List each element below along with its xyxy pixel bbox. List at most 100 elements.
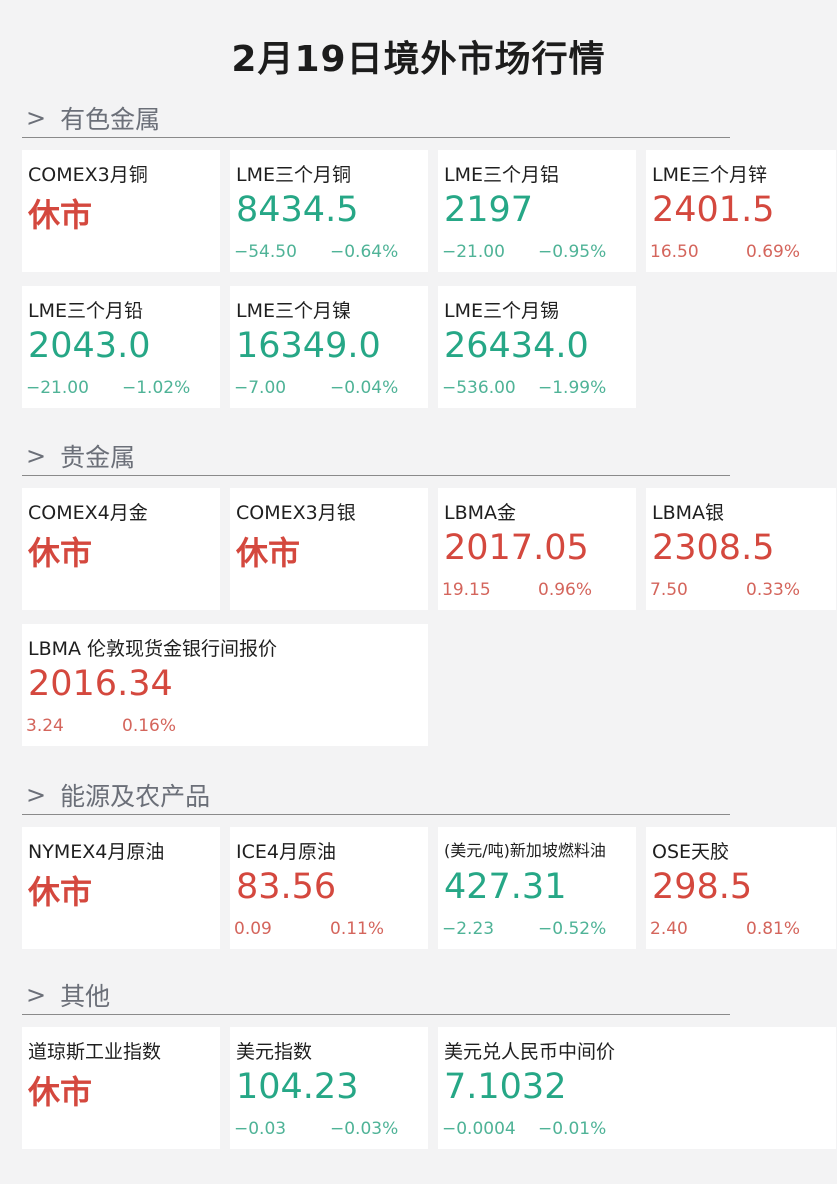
quote-change: −536.00 (442, 378, 516, 398)
quote-price: 2308.5 (652, 528, 775, 568)
quote-price: 2197 (444, 190, 534, 230)
quote-change: 16.50 (650, 242, 699, 262)
quote-card[interactable]: 美元指数 104.23 −0.03 −0.03% (230, 1027, 428, 1149)
chevron-right-icon: > (26, 104, 47, 132)
quote-price: 2401.5 (652, 190, 775, 230)
quote-change: 3.24 (26, 716, 64, 736)
section-title: 有色金属 (60, 105, 161, 134)
quote-price: 休市 (236, 534, 301, 572)
quote-card[interactable]: 美元兑人民币中间价 7.1032 −0.0004 −0.01% (438, 1027, 836, 1149)
quote-price: 休市 (28, 1073, 93, 1111)
quote-price: 104.23 (236, 1067, 359, 1107)
quote-card[interactable]: ICE4月原油 83.56 0.09 0.11% (230, 827, 428, 949)
quote-name: 美元指数 (236, 1041, 313, 1063)
quote-price: 26434.0 (444, 326, 589, 366)
quote-change: 7.50 (650, 580, 688, 600)
quote-name: 道琼斯工业指数 (28, 1041, 162, 1063)
quote-card[interactable]: LME三个月铜 8434.5 −54.50 −0.64% (230, 150, 428, 272)
quote-card[interactable]: LME三个月铅 2043.0 −21.00 −1.02% (22, 286, 220, 408)
quote-name: LME三个月锌 (652, 164, 767, 186)
divider (22, 137, 730, 138)
quote-card[interactable]: COMEX3月银 休市 (230, 488, 428, 610)
quote-name: LME三个月铜 (236, 164, 351, 186)
divider (22, 1014, 730, 1015)
quote-change-percent: −0.64% (330, 242, 399, 262)
quote-change-percent: 0.96% (538, 580, 593, 600)
quote-card[interactable]: LME三个月锡 26434.0 −536.00 −1.99% (438, 286, 636, 408)
quote-card[interactable]: LME三个月铝 2197 −21.00 −0.95% (438, 150, 636, 272)
quote-card[interactable]: OSE天胶 298.5 2.40 0.81% (646, 827, 836, 949)
section-header[interactable]: > 贵金属 (22, 436, 832, 476)
quote-name: ICE4月原油 (236, 841, 336, 863)
quote-name: LME三个月铅 (28, 300, 143, 322)
quote-change: −54.50 (234, 242, 297, 262)
quote-price: 427.31 (444, 867, 567, 907)
quote-name: 美元兑人民币中间价 (444, 1041, 616, 1063)
section-title: 其他 (60, 982, 111, 1011)
section-title: 贵金属 (60, 443, 136, 472)
quote-change: −0.0004 (442, 1119, 516, 1139)
quote-card[interactable]: (美元/吨)新加坡燃料油 427.31 −2.23 −0.52% (438, 827, 636, 949)
quote-card[interactable]: 道琼斯工业指数 休市 (22, 1027, 220, 1149)
quote-name: LME三个月锡 (444, 300, 559, 322)
quote-change: −21.00 (442, 242, 505, 262)
quote-name: OSE天胶 (652, 841, 730, 863)
divider (22, 814, 730, 815)
quote-change-percent: −0.01% (538, 1119, 607, 1139)
quote-change: −21.00 (26, 378, 89, 398)
quote-card[interactable]: LBMA金 2017.05 19.15 0.96% (438, 488, 636, 610)
quote-price: 83.56 (236, 867, 337, 907)
quote-change-percent: −0.04% (330, 378, 399, 398)
quote-price: 2017.05 (444, 528, 589, 568)
quote-change-percent: 0.81% (746, 919, 801, 939)
quote-change: −0.03 (234, 1119, 287, 1139)
quote-price: 298.5 (652, 867, 753, 907)
quote-card[interactable]: COMEX4月金 休市 (22, 488, 220, 610)
chevron-right-icon: > (26, 442, 47, 470)
section-header[interactable]: > 有色金属 (22, 98, 832, 138)
quote-card[interactable]: LME三个月锌 2401.5 16.50 0.69% (646, 150, 836, 272)
quote-change-percent: 0.69% (746, 242, 801, 262)
quote-price: 休市 (28, 196, 93, 234)
quote-change: 19.15 (442, 580, 491, 600)
quote-change: 0.09 (234, 919, 272, 939)
quote-price: 2016.34 (28, 664, 173, 704)
quote-price: 7.1032 (444, 1067, 567, 1107)
quote-change: −7.00 (234, 378, 287, 398)
quote-price: 2043.0 (28, 326, 151, 366)
section-2: > 能源及农产品 NYMEX4月原油 休市 ICE4月原油 83.56 0.09 0.… (22, 775, 836, 949)
quote-card[interactable]: LME三个月镍 16349.0 −7.00 −0.04% (230, 286, 428, 408)
section-1: > 贵金属 COMEX4月金 休市 COMEX3月银 休市 LBMA金 2017.… (22, 436, 836, 746)
quote-name: NYMEX4月原油 (28, 841, 165, 863)
quote-change-percent: 0.33% (746, 580, 801, 600)
quote-name: LBMA 伦敦现货金银行间报价 (28, 638, 278, 660)
quote-price: 休市 (28, 873, 93, 911)
section-0: > 有色金属 COMEX3月铜 休市 LME三个月铜 8434.5 −54.50 −0… (22, 98, 836, 408)
section-header[interactable]: > 其他 (22, 975, 832, 1015)
quote-price: 16349.0 (236, 326, 381, 366)
quote-price: 8434.5 (236, 190, 359, 230)
quote-change-percent: 0.16% (122, 716, 177, 736)
section-3: > 其他 道琼斯工业指数 休市 美元指数 104.23 −0.03 −0.03% 美元… (22, 975, 836, 1149)
quote-name: LBMA银 (652, 502, 725, 524)
quote-name: (美元/吨)新加坡燃料油 (444, 841, 606, 860)
divider (22, 475, 730, 476)
quote-name: LME三个月镍 (236, 300, 351, 322)
quote-price: 休市 (28, 534, 93, 572)
quote-card[interactable]: LBMA银 2308.5 7.50 0.33% (646, 488, 836, 610)
quote-change-percent: −1.99% (538, 378, 607, 398)
quote-card[interactable]: COMEX3月铜 休市 (22, 150, 220, 272)
quote-name: LBMA金 (444, 502, 517, 524)
quote-card[interactable]: NYMEX4月原油 休市 (22, 827, 220, 949)
quote-change-percent: −0.03% (330, 1119, 399, 1139)
quote-name: COMEX3月铜 (28, 164, 148, 186)
quote-name: COMEX3月银 (236, 502, 356, 524)
section-title: 能源及农产品 (60, 782, 211, 811)
quote-change-percent: −1.02% (122, 378, 191, 398)
quote-name: LME三个月铝 (444, 164, 559, 186)
chevron-right-icon: > (26, 781, 47, 809)
section-header[interactable]: > 能源及农产品 (22, 775, 832, 815)
quote-card[interactable]: LBMA 伦敦现货金银行间报价 2016.34 3.24 0.16% (22, 624, 428, 746)
quote-change: −2.23 (442, 919, 495, 939)
chevron-right-icon: > (26, 981, 47, 1009)
